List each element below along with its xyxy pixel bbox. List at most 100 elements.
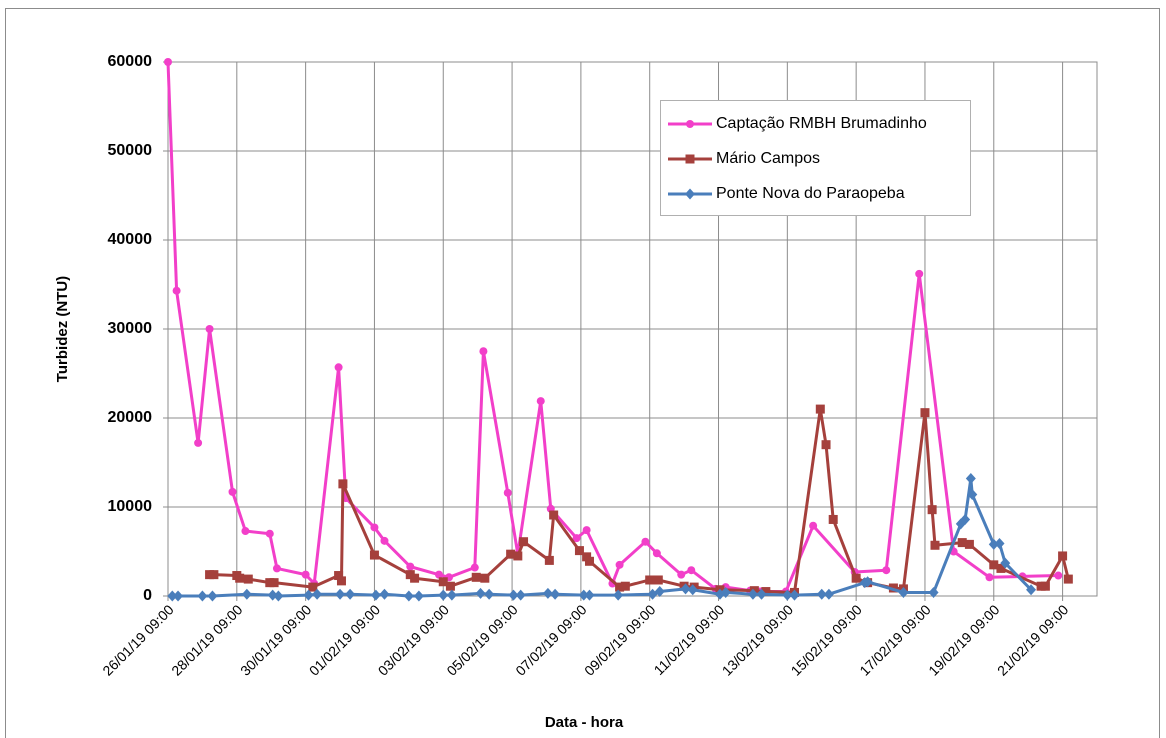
marker	[809, 521, 818, 530]
marker	[572, 534, 581, 543]
legend-label: Mário Campos	[716, 150, 820, 167]
marker	[312, 588, 323, 600]
marker	[484, 588, 495, 600]
marker	[549, 510, 559, 520]
y-tick-label: 60000	[108, 53, 153, 70]
marker	[542, 587, 553, 599]
marker	[167, 590, 178, 602]
marker	[272, 564, 281, 573]
marker	[620, 581, 630, 591]
marker	[687, 566, 696, 575]
marker	[816, 588, 827, 600]
marker	[652, 549, 661, 558]
marker	[823, 588, 834, 600]
marker	[615, 582, 625, 592]
marker	[508, 589, 519, 601]
marker	[235, 573, 245, 583]
marker	[503, 488, 512, 497]
marker	[334, 363, 343, 372]
marker	[930, 540, 940, 550]
marker	[536, 397, 545, 406]
marker	[403, 590, 414, 602]
y-tick-label: 0	[143, 587, 152, 604]
marker	[985, 573, 994, 582]
legend-label: Captação RMBH Brumadinho	[716, 115, 927, 132]
marker	[687, 584, 698, 596]
marker	[269, 578, 279, 588]
marker	[164, 58, 172, 66]
marker	[828, 514, 838, 524]
marker	[1000, 557, 1011, 569]
marker	[862, 576, 873, 588]
marker	[653, 575, 663, 585]
marker	[308, 582, 318, 592]
marker	[851, 573, 861, 583]
marker	[965, 473, 976, 485]
marker	[273, 590, 284, 602]
marker	[1054, 571, 1063, 580]
marker	[519, 537, 529, 547]
marker	[928, 586, 939, 598]
marker	[756, 588, 767, 600]
marker	[243, 574, 253, 584]
marker	[964, 539, 974, 549]
marker	[228, 487, 237, 496]
marker	[685, 154, 695, 164]
marker	[380, 536, 389, 545]
marker	[782, 589, 793, 601]
y-tick-label: 10000	[108, 498, 153, 515]
marker	[584, 556, 594, 566]
marker	[960, 513, 971, 525]
marker	[445, 581, 455, 591]
marker	[303, 589, 314, 601]
marker	[334, 571, 344, 581]
marker	[994, 537, 1005, 549]
marker	[1026, 584, 1037, 596]
y-tick-label: 40000	[108, 231, 153, 248]
marker	[475, 587, 486, 599]
marker	[761, 587, 771, 597]
y-tick-label: 20000	[108, 409, 153, 426]
y-axis-title: Turbidez (NTU)	[54, 276, 71, 382]
marker	[1040, 581, 1050, 591]
marker	[1063, 574, 1073, 584]
marker	[680, 583, 691, 595]
marker	[747, 588, 758, 600]
marker	[654, 586, 665, 598]
marker	[434, 570, 443, 579]
marker	[677, 570, 686, 579]
marker	[615, 560, 624, 569]
marker	[241, 527, 250, 536]
marker	[996, 563, 1006, 573]
marker	[645, 575, 655, 585]
marker	[369, 550, 379, 560]
marker	[265, 529, 274, 538]
marker	[336, 576, 346, 586]
marker	[789, 589, 800, 601]
marker	[582, 526, 591, 535]
marker	[173, 590, 184, 602]
marker	[506, 549, 516, 559]
y-tick-label: 30000	[108, 320, 153, 337]
legend-label: Ponte Nova do Paraopeba	[716, 185, 905, 202]
marker	[641, 537, 650, 546]
marker	[574, 546, 584, 556]
marker	[413, 590, 424, 602]
marker	[480, 573, 490, 583]
marker	[335, 588, 346, 600]
x-axis-title: Data - hora	[545, 714, 624, 731]
marker	[379, 588, 390, 600]
marker	[927, 505, 937, 515]
marker	[197, 590, 208, 602]
marker	[172, 286, 181, 295]
marker	[685, 188, 695, 200]
marker	[205, 325, 214, 333]
series-layer	[164, 58, 1073, 602]
marker	[915, 269, 924, 278]
marker	[815, 404, 825, 414]
legend-box	[660, 100, 971, 216]
series	[167, 473, 1037, 602]
marker	[338, 479, 348, 489]
marker	[686, 120, 694, 128]
